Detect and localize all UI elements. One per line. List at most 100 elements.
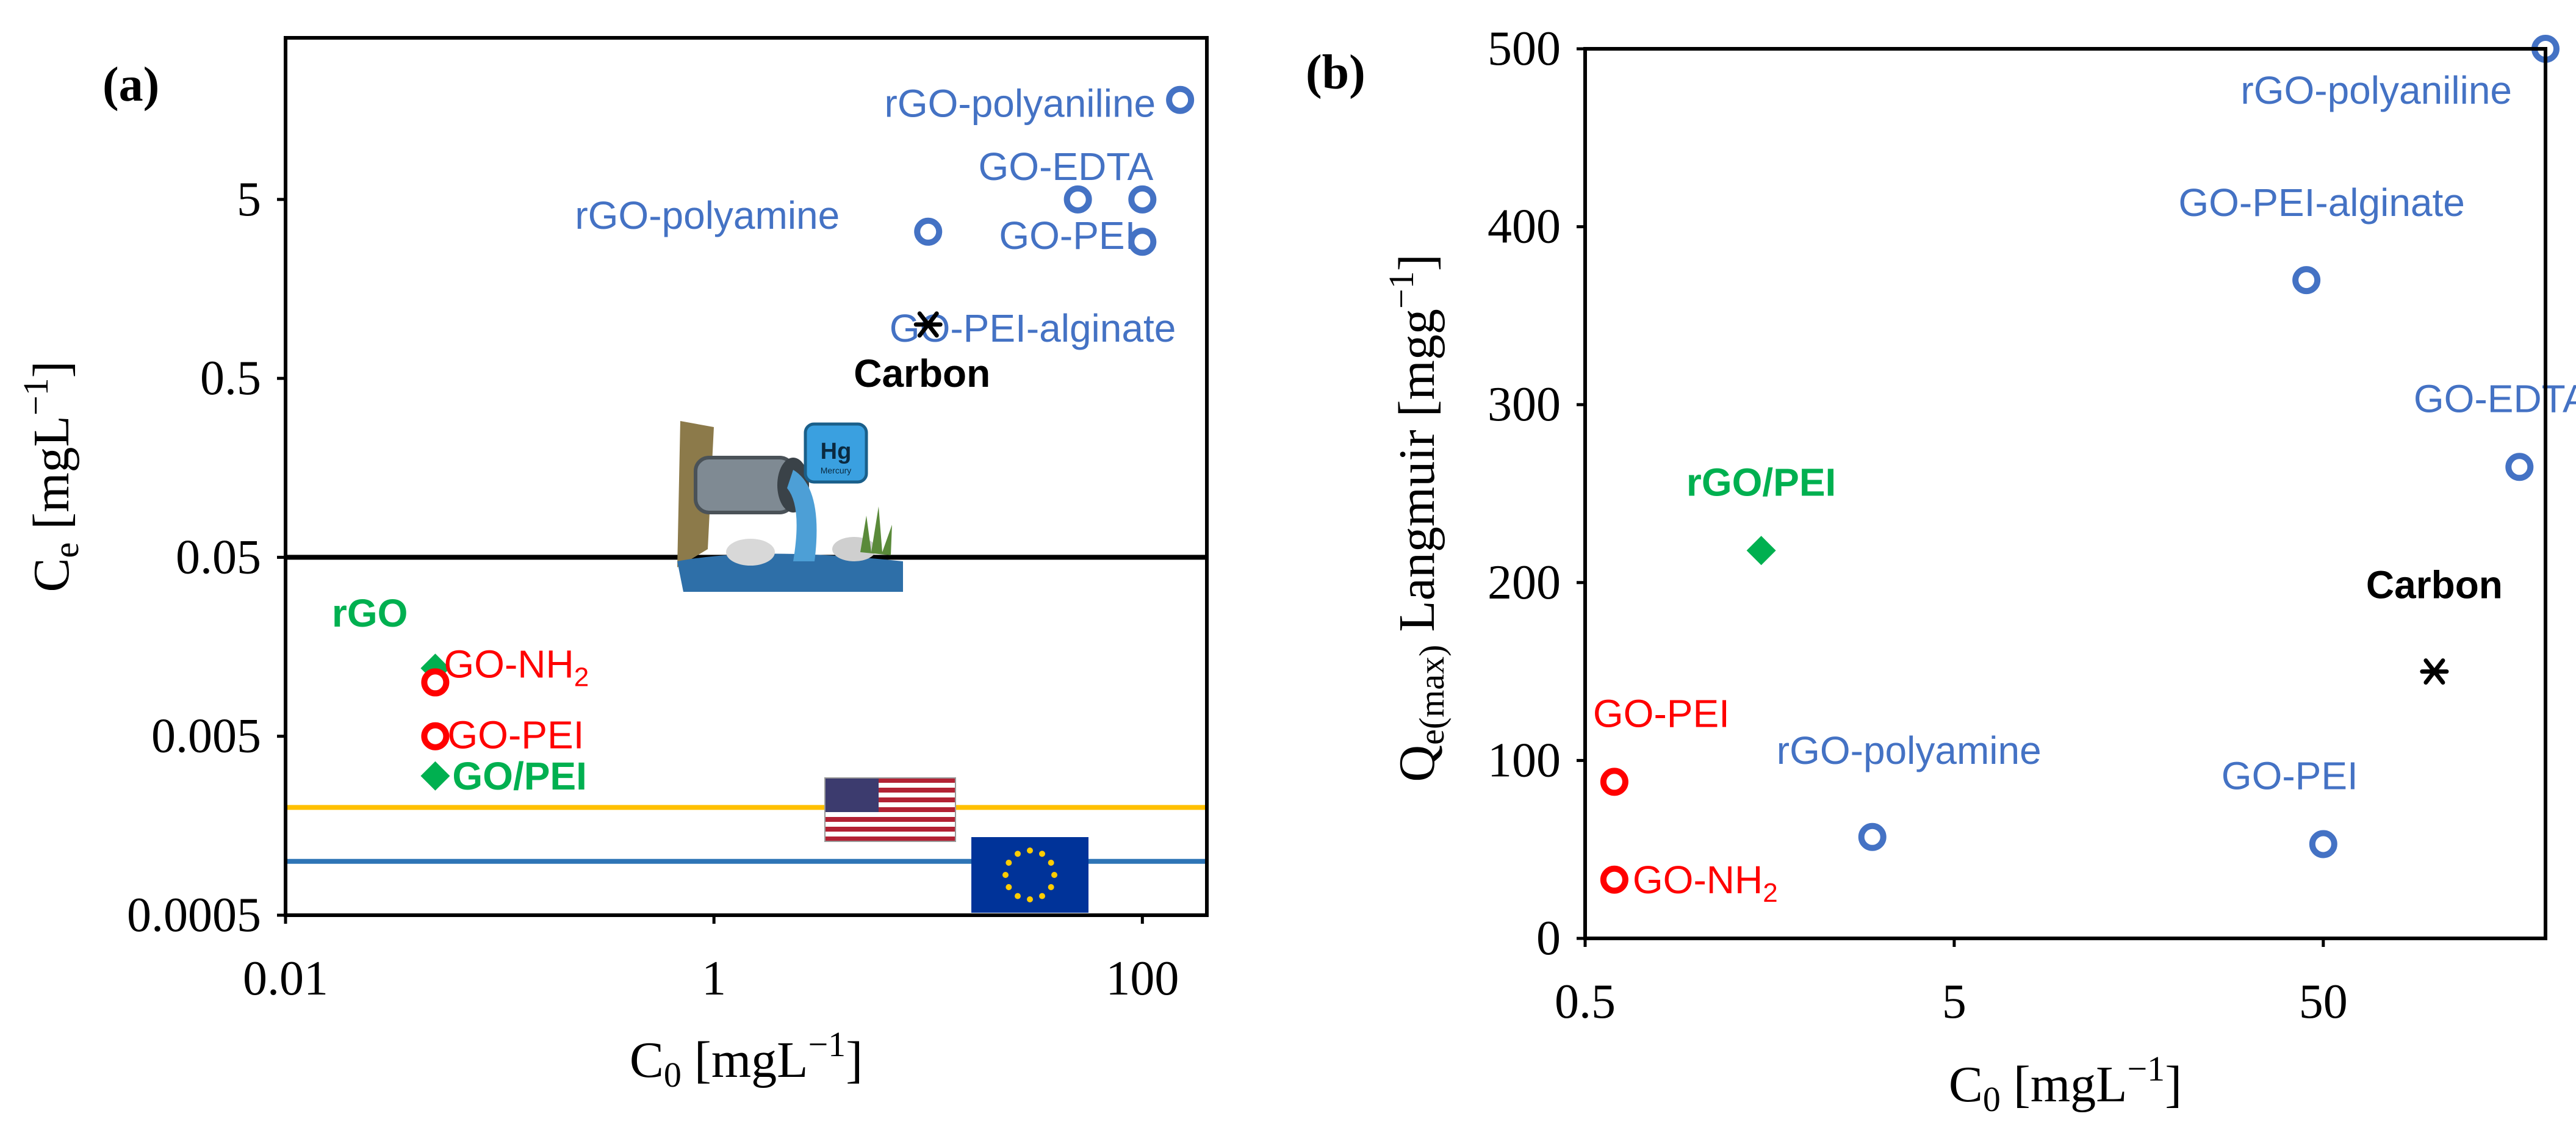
data-point-Carbon: Carbon [2366,563,2503,685]
y-axis-label-close: ] [1389,254,1445,271]
us-flag-stripe [825,788,955,793]
data-point-GO-EDTA: GO-EDTA [2414,376,2576,481]
grass-shape [860,506,892,555]
data-label-text: GO-PEI [447,713,584,757]
y-axis-label-close: ] [23,361,80,378]
data-label-rGO-polyaniline: rGO-polyaniline [2240,68,2512,112]
us-flag-stripe [825,793,955,797]
x-tick-label-b: 50 [2299,975,2348,1029]
y-tick-label-a: 5 [237,173,261,226]
x-axis-label-unit: [mgL [682,1032,808,1088]
us-flag-stripe [825,797,955,802]
us-flag-stripe [825,817,955,822]
y-tick-label-b: 400 [1488,200,1561,254]
data-point-GO-PEI-red: GO-PEI [421,713,584,757]
x-tick-label-a: 0.01 [243,952,328,1005]
y-tick-label-b: 100 [1488,733,1561,787]
data-point-rGO-polyamine: rGO-polyamine [575,193,943,246]
data-label-GO-PEI-alginate: GO-PEI-alginate [2178,181,2465,225]
data-point-rGO-polyamine: rGO-polyamine [1777,728,2042,851]
x-tick-label-b: 0.5 [1555,975,1616,1029]
x-axis-label-main: C [630,1032,664,1088]
data-point-GO-NH2: GO-NH2 [1600,858,1778,908]
y-axis-label-unit: [mgL [23,416,80,542]
eu-flag-star [1048,860,1054,866]
data-label-text: rGO-polyaniline [885,82,1156,126]
panel-a: Hg Mercury rGO-polyaniline GO-EDTA rGO-polya… [286,82,1207,913]
data-label-Carbon: Carbon [854,351,990,395]
y-axis-label-sup: −1 [16,378,56,416]
us-flag-stripe [825,812,955,817]
GO-PEI-blue-marker [1128,228,1157,256]
y-tick-label-b: 0 [1536,912,1561,965]
us-flag-canton [825,778,879,812]
Carbon-marker [2420,658,2449,685]
plot-frame-a [284,36,1209,917]
GO-PEI-blue-marker [2309,830,2337,858]
eu-flag-star [1006,884,1012,890]
y-axis-label-unit: Langmuir [mgg [1389,309,1445,645]
y-axis-label-sub: e(max) [1412,645,1452,745]
x-axis-label-close: ] [2165,1056,2182,1113]
Carbon-marker-d2 [917,311,939,338]
data-point-Carbon: Carbon [854,311,990,395]
us-flag-stripe [825,783,955,788]
panel-label-a: (a) [103,58,159,112]
us-flag-stripe [825,822,955,827]
eu-flag-icon [971,837,1088,913]
eu-flag-star [1039,851,1045,857]
y-tick-label-a: 0.5 [200,351,261,405]
data-label-rGO-polyaniline: rGO-polyaniline [885,82,1156,126]
data-label-GO-PEI-red: GO-PEI [1593,691,1730,735]
data-label-GO-EDTA: GO-EDTA [2414,376,2576,420]
eu-flag-star [1027,847,1033,854]
rGO-polyamine-marker [914,217,943,246]
data-label-text: GO-NH [444,642,574,686]
us-flag-stripe [825,836,955,841]
GO-NH2-marker [1600,865,1628,894]
GO-EDTA-marker [1128,185,1157,214]
x-axis-label-a: C0 [mgL−1] [630,1024,863,1095]
Carbon-marker [913,311,943,338]
y-tick-label-a: 0.0005 [127,888,261,942]
data-label-text: Carbon [2366,563,2503,607]
x-tick-label-a: 1 [702,952,726,1005]
data-point-rGO-polyaniline: rGO-polyaniline [885,82,1195,126]
y-tick-label-b: 500 [1488,22,1561,76]
data-label-GO-NH2: GO-NH2 [444,642,589,692]
data-label-rGO-polyamine: rGO-polyamine [575,193,840,237]
us-flag-stripe [825,807,955,812]
data-point-GO-PEI-blue: GO-PEI [999,214,1157,257]
x-axis-label-unit: [mgL [2001,1056,2128,1113]
data-label-text: rGO-polyaniline [2240,68,2512,112]
data-label-text: GO-PEI [1593,691,1730,735]
data-label-text: GO-EDTA [2414,376,2576,420]
water-pool-shape [677,553,903,592]
data-point-rGO/PEI: rGO/PEI [1686,460,1836,566]
data-label-text: rGO-polyamine [575,193,840,237]
wastewater-illustration: Hg Mercury [677,421,903,592]
data-label-text: GO-PEI-alginate [2178,181,2465,225]
eu-flag-star [1048,884,1054,890]
data-point-GO-PEI-red: GO-PEI [1593,691,1730,796]
y-tick-label-b: 300 [1488,378,1561,431]
us-flag-stripe [825,778,955,783]
GO-PEI-red-marker [421,722,450,750]
data-label-text: GO-PEI [999,214,1135,257]
data-label-text: rGO [332,591,408,635]
x-axis-label-main: C [1949,1056,1983,1113]
rGO-polyamine-marker [1858,822,1887,851]
panel-label-b: (b) [1306,46,1365,99]
data-label-rGO/PEI: rGO/PEI [1686,460,1836,504]
data-label-GO-NH2: GO-NH2 [1633,858,1778,908]
eu-flag-star [1002,872,1009,878]
data-label-text: Carbon [854,351,990,395]
x-axis-label-b: C0 [mgL−1] [1949,1049,2182,1119]
us-flag-icon [824,777,956,842]
y-axis-label-a: Ce [mgL−1] [16,361,86,592]
GO-PEI-red-marker [1600,768,1628,796]
x-axis-label-sup: −1 [808,1024,846,1064]
GO/PEI-marker [420,761,450,791]
rGO/PEI-marker [1746,536,1776,566]
